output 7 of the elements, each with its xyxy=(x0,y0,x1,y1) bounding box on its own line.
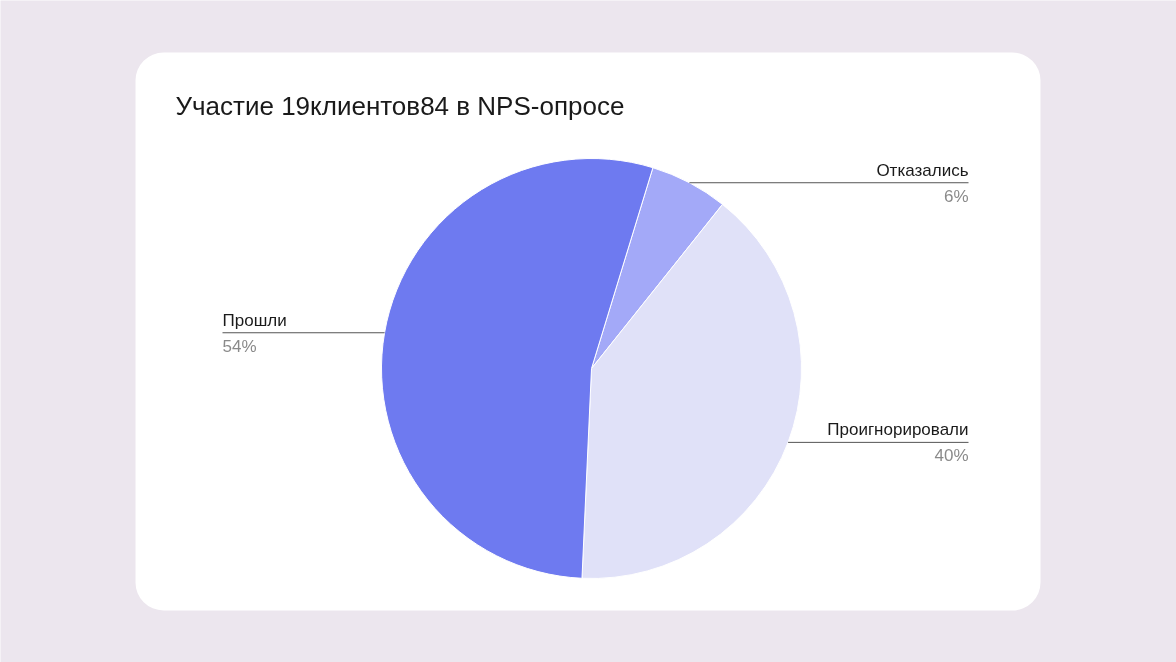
data-label: 40% xyxy=(934,446,969,466)
chart-title: Участие 19клиентов84 в NPS-опросе xyxy=(175,90,625,121)
slice-label: Проигнорировали xyxy=(827,420,969,440)
data-label: 54% xyxy=(222,336,257,356)
data-label: 6% xyxy=(943,186,969,206)
slice-label: Прошли xyxy=(222,310,287,330)
slice-label: Отказались xyxy=(876,160,969,180)
